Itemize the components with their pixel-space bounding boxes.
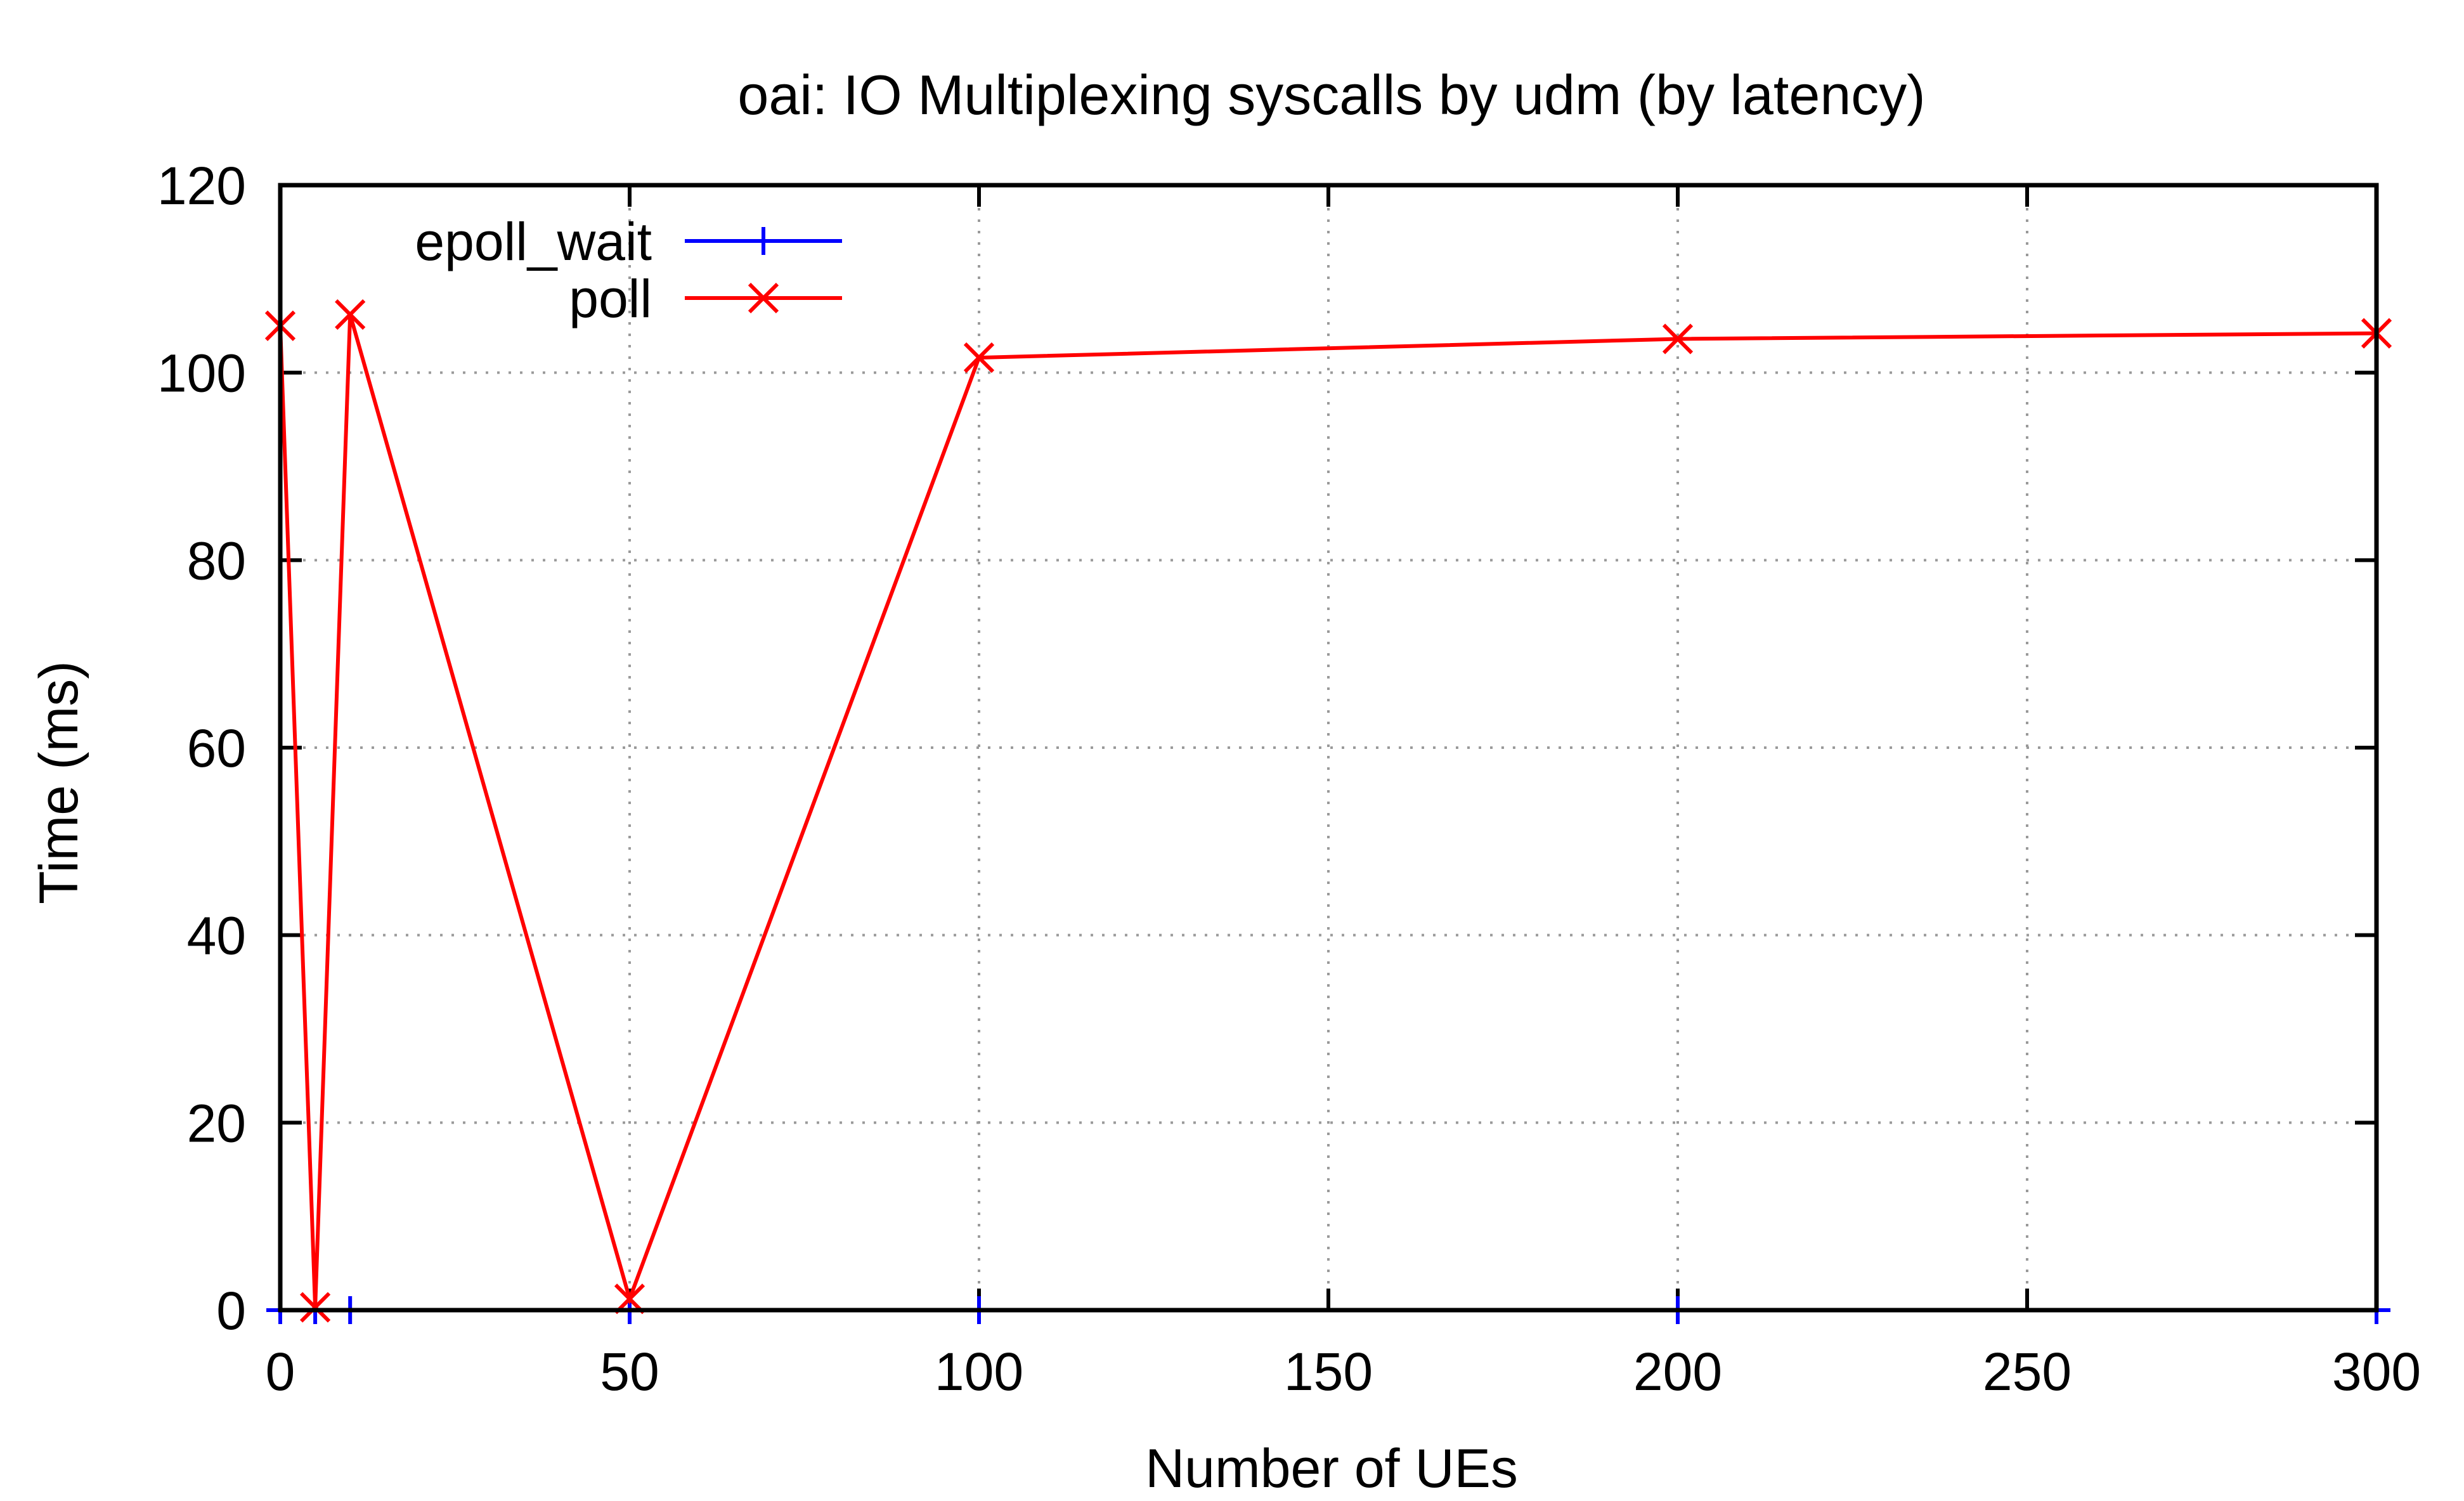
y-tick-label: 40 bbox=[187, 906, 246, 966]
x-axis-tick-labels: 0 50 100 150 200 250 300 bbox=[266, 1342, 2421, 1401]
chart-title: oai: IO Multiplexing syscalls by udm (by… bbox=[737, 63, 1925, 126]
poll-point bbox=[1662, 323, 1694, 354]
y-tick-label: 80 bbox=[187, 531, 246, 590]
x-tick-label: 0 bbox=[266, 1342, 295, 1401]
x-tick-label: 100 bbox=[935, 1342, 1023, 1401]
poll-point bbox=[963, 342, 995, 374]
legend-label: poll bbox=[569, 269, 652, 328]
x-tick-label: 50 bbox=[600, 1342, 659, 1401]
y-tick-label: 60 bbox=[187, 718, 246, 778]
x-tick-label: 300 bbox=[2332, 1342, 2421, 1401]
y-tick-label: 0 bbox=[216, 1281, 246, 1341]
y-axis-tick-labels: 0 20 40 60 80 100 120 bbox=[157, 156, 246, 1341]
y-tick-label: 100 bbox=[157, 344, 246, 403]
x-axis-label: Number of UEs bbox=[1145, 1438, 1518, 1498]
legend-marker bbox=[748, 282, 779, 314]
x-tick-label: 200 bbox=[1633, 1342, 1722, 1401]
y-tick-label: 120 bbox=[157, 156, 246, 216]
legend-entry-poll: poll bbox=[569, 269, 842, 328]
x-tick-label: 150 bbox=[1284, 1342, 1373, 1401]
legend-label: epoll_wait bbox=[415, 212, 652, 271]
x-tick-label: 250 bbox=[1983, 1342, 2072, 1401]
poll-point bbox=[335, 299, 366, 330]
legend-marker bbox=[749, 227, 777, 255]
legend-entry-epoll-wait: epoll_wait bbox=[415, 212, 842, 271]
grid-lines bbox=[280, 185, 2376, 1310]
y-tick-label: 20 bbox=[187, 1093, 246, 1153]
poll-point bbox=[299, 1292, 331, 1323]
plot-area-frame bbox=[278, 183, 2379, 1313]
y-axis-label: Time (ms) bbox=[29, 661, 89, 904]
